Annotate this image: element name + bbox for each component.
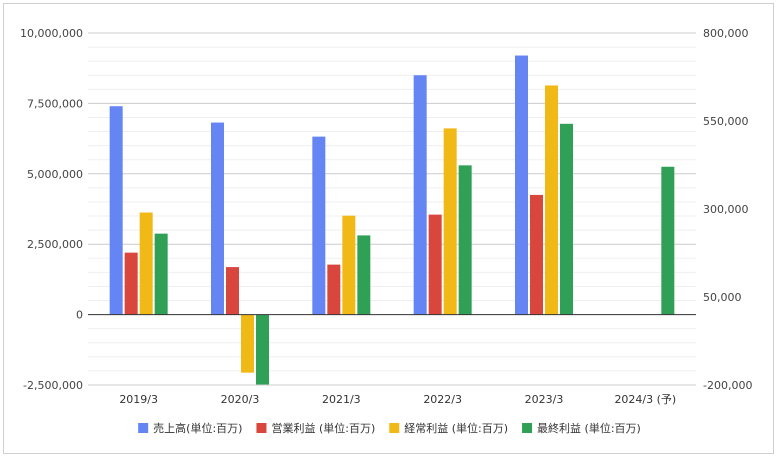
left-tick-label: 10,000,000 [20, 27, 83, 40]
category-label: 2021/3 [322, 393, 361, 406]
legend-item: 最終利益 (単位:百万) [522, 421, 641, 435]
bar [545, 85, 558, 315]
bar [327, 264, 341, 315]
gridlines [88, 32, 696, 386]
bar [342, 215, 356, 315]
left-tick-label: 2,500,000 [27, 238, 83, 251]
bar [357, 235, 371, 315]
legend-item: 売上高(単位:百万) [138, 421, 242, 435]
legend-item: 経常利益 (単位:百万) [389, 421, 508, 435]
legend-label: 営業利益 (単位:百万) [271, 421, 375, 435]
category-label: 2019/3 [119, 393, 158, 406]
category-label: 2024/3 (予) [614, 393, 676, 406]
bar [515, 55, 528, 315]
legend-label: 最終利益 (単位:百万) [537, 421, 641, 435]
bar [458, 165, 472, 315]
left-tick-label: -2,500,000 [23, 379, 83, 392]
bar [661, 166, 675, 315]
right-tick-label: -200,000 [703, 379, 752, 392]
legend-swatch [256, 423, 267, 433]
bar [226, 267, 239, 315]
bar [109, 106, 123, 315]
category-label: 2020/3 [221, 393, 260, 406]
category-label: 2023/3 [525, 393, 564, 406]
bar [560, 123, 573, 315]
bar [211, 122, 224, 315]
right-tick-label: 300,000 [703, 203, 749, 216]
bar [413, 75, 427, 315]
legend-swatch [138, 423, 149, 433]
bar [530, 194, 543, 315]
right-tick-label: 50,000 [703, 291, 742, 304]
legend: 売上高(単位:百万) 営業利益 (単位:百万) 経常利益 (単位:百万) 最終利益 (… [138, 421, 641, 435]
bar [154, 233, 168, 315]
left-tick-label: 7,500,000 [27, 97, 83, 110]
right-tick-label: 800,000 [703, 27, 749, 40]
bar [428, 214, 442, 315]
legend-item: 営業利益 (単位:百万) [256, 421, 375, 435]
axes: -2,500,000 0 2,500,000 5,000,000 7,500,000 10… [20, 27, 752, 406]
bar [443, 128, 457, 315]
bar [312, 136, 326, 315]
left-tick-label: 0 [76, 309, 83, 322]
legend-swatch [389, 423, 400, 433]
left-tick-label: 5,000,000 [27, 168, 83, 181]
category-label: 2022/3 [423, 393, 462, 406]
chart: -2,500,000 0 2,500,000 5,000,000 7,500,000 10… [20, 27, 752, 435]
bars [109, 55, 675, 385]
chart-frame: -2,500,000 0 2,500,000 5,000,000 7,500,000 10… [3, 3, 774, 454]
bar [124, 252, 138, 315]
right-tick-label: 550,000 [703, 115, 749, 128]
legend-label: 経常利益 (単位:百万) [404, 421, 508, 435]
bar [241, 314, 254, 373]
legend-swatch [522, 423, 533, 433]
bar [139, 212, 153, 315]
legend-label: 売上高(単位:百万) [153, 421, 242, 435]
bar [256, 314, 269, 385]
